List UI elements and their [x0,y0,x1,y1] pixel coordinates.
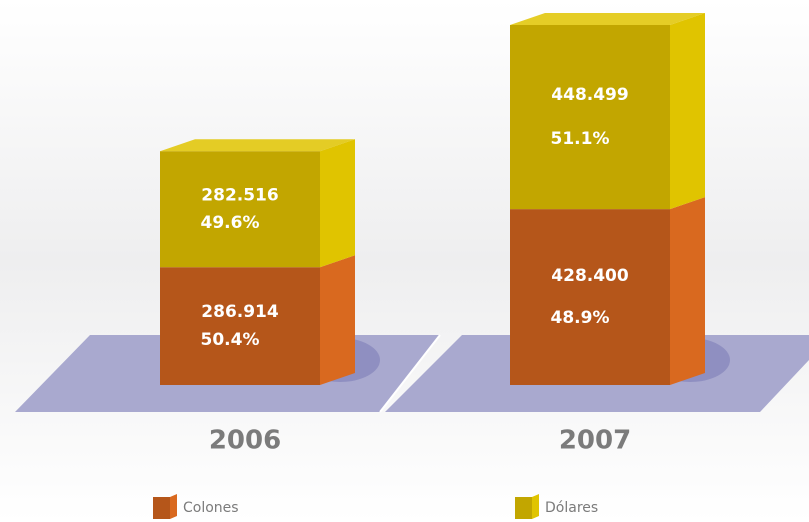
value-label: 286.914 [201,302,279,322]
x-tick-label: 2006 [209,426,281,456]
bar [510,25,670,210]
bars [160,13,730,385]
legend-swatch [515,497,532,519]
bar-side [320,139,355,268]
percent-label: 48.9% [551,308,610,328]
bar-side [670,197,705,385]
bar [510,209,670,385]
bar [160,267,320,385]
value-label: 428.400 [551,266,629,286]
floor-divider [379,334,441,413]
value-label: 448.499 [551,85,628,105]
bar-side [320,255,355,385]
legend-label: Colones [183,500,239,516]
value-label: 282.516 [201,185,278,205]
legend-swatch-side [532,494,539,519]
legend-swatch [153,497,170,519]
bar-top [510,13,705,25]
percent-label: 49.6% [201,213,260,233]
labels: 286.914 50.4% 282.516 49.6% 2006 428.400 48.9%… [153,85,631,519]
legend-label: Dólares [545,500,598,516]
percent-label: 50.4% [201,330,260,350]
bar-top [160,139,355,152]
x-tick-label: 2007 [559,426,631,456]
bar-side [670,13,705,210]
bar [160,151,320,268]
percent-label: 51.1% [551,129,610,149]
legend-swatch-side [170,494,177,519]
